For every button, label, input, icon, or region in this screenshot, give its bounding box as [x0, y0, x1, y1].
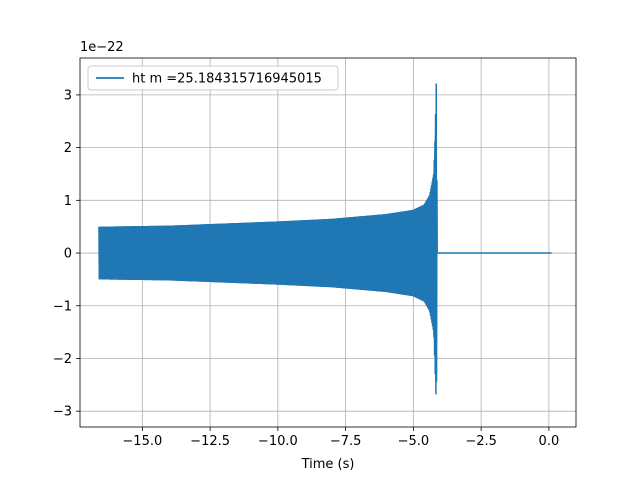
x-tick-label: −2.5 — [465, 434, 497, 449]
x-tick-label: −12.5 — [190, 434, 230, 449]
x-tick-label: −7.5 — [330, 434, 362, 449]
y-tick-label: −2 — [53, 352, 72, 367]
y-tick-label: −3 — [53, 405, 72, 420]
x-axis-label: Time (s) — [301, 457, 355, 472]
x-tick-label: −15.0 — [122, 434, 162, 449]
y-tick-label: 3 — [64, 88, 72, 103]
legend-box — [87, 65, 339, 91]
y-tick-label: 2 — [64, 141, 72, 156]
x-tick-label: −10.0 — [258, 434, 298, 449]
x-tick-label: 0.0 — [539, 434, 560, 449]
y-tick-label: 1 — [64, 194, 72, 209]
x-tick-label: −5.0 — [398, 434, 430, 449]
legend-label: ht m =25.184315716945015 — [132, 72, 322, 87]
axis-ticks: −15.0 −12.5 −10.0 −7.5 −5.0 −2.5 0.0 −3 −2 −1 0 1 2 3 — [53, 88, 559, 449]
plot-frame — [79, 57, 577, 428]
series-line — [98, 83, 552, 395]
y-offset-text: 1e−22 — [80, 40, 124, 55]
y-tick-label: 0 — [64, 247, 72, 262]
legend: ht m =25.184315716945015 — [87, 65, 339, 91]
y-tick-label: −1 — [53, 299, 72, 314]
waveform-envelope-fill — [98, 115, 438, 384]
